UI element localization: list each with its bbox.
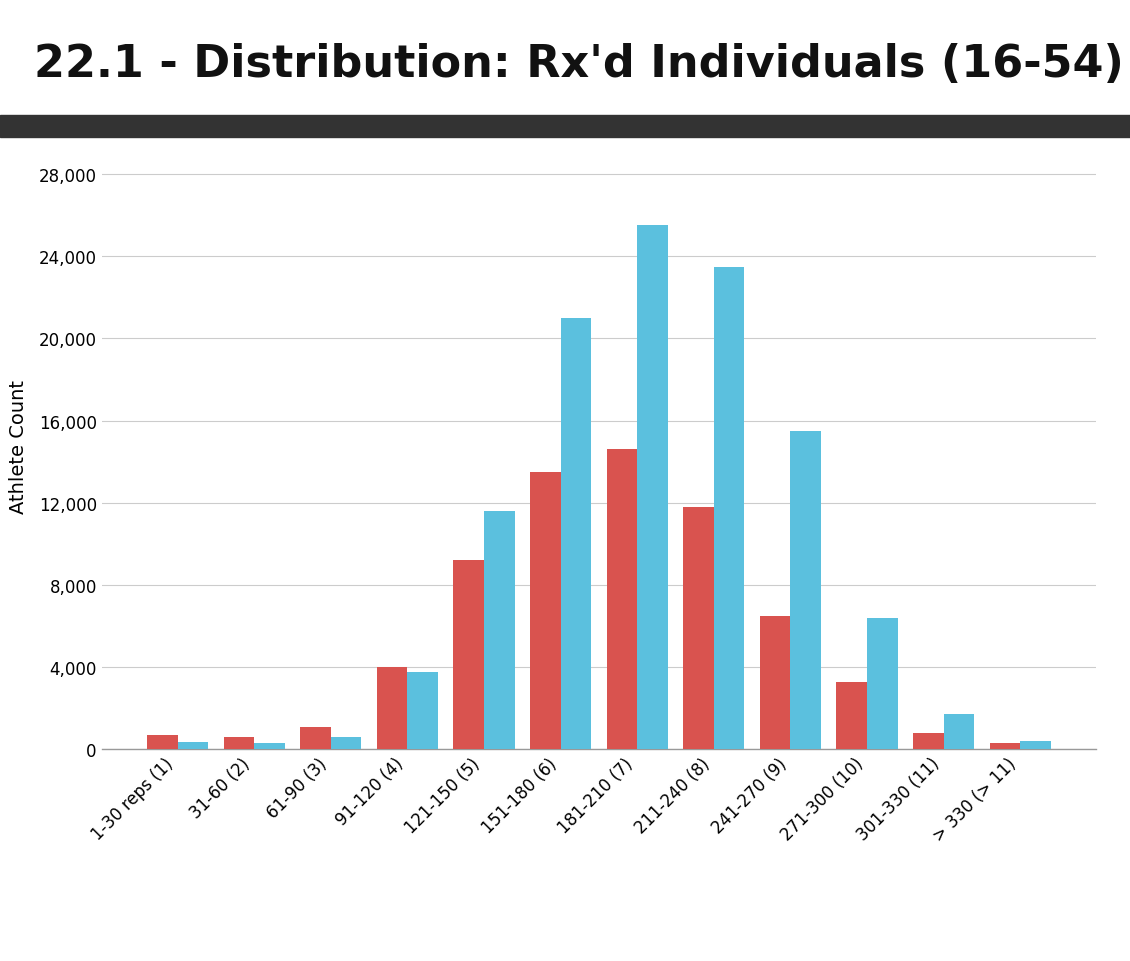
Text: 22.1 - Distribution: Rx'd Individuals (16-54): 22.1 - Distribution: Rx'd Individuals (1…: [34, 43, 1123, 86]
Bar: [147, 735, 177, 750]
Bar: [990, 744, 1020, 750]
Bar: [224, 737, 254, 750]
Bar: [331, 737, 362, 750]
Bar: [376, 668, 408, 750]
Bar: [790, 431, 822, 750]
Bar: [944, 715, 974, 750]
Bar: [530, 473, 560, 750]
Bar: [684, 507, 714, 750]
Bar: [913, 733, 944, 750]
Bar: [759, 616, 790, 750]
Bar: [714, 267, 745, 750]
Bar: [1020, 741, 1051, 750]
Bar: [484, 511, 514, 750]
Bar: [453, 561, 484, 750]
Y-axis label: Athlete Count: Athlete Count: [9, 380, 27, 514]
Bar: [637, 226, 668, 750]
Bar: [607, 450, 637, 750]
Bar: [867, 618, 897, 750]
Bar: [560, 319, 591, 750]
Bar: [836, 682, 867, 750]
Bar: [254, 743, 285, 750]
Bar: [301, 727, 331, 750]
Bar: [408, 673, 438, 750]
Legend: Women, Men: Women, Men: [461, 960, 737, 961]
Bar: [177, 742, 208, 750]
